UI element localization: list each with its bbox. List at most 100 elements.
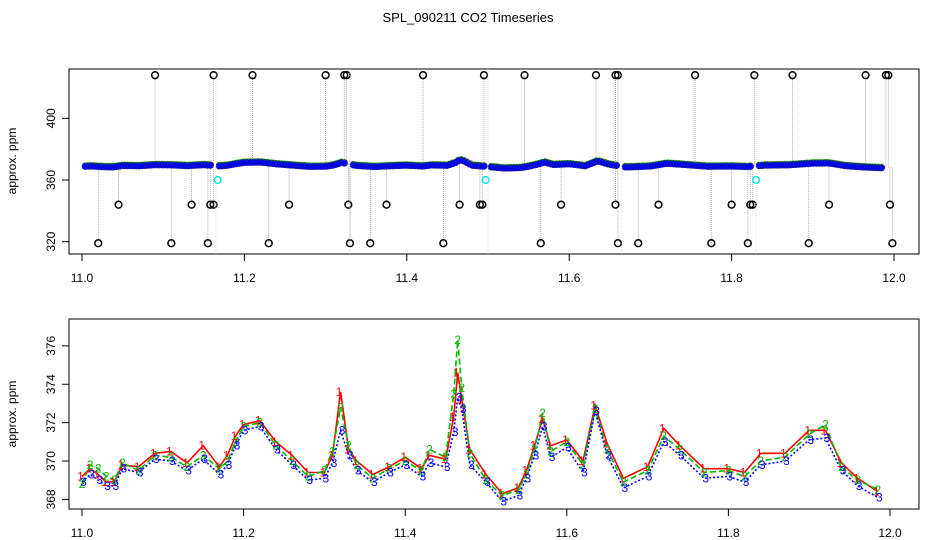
- series-3-marker: 3: [525, 471, 532, 485]
- bottom-x-tick-label: 12.0: [878, 526, 902, 540]
- series-3-marker: 3: [306, 473, 313, 487]
- series-3-marker: 3: [727, 469, 734, 483]
- series-3-marker: 3: [347, 448, 354, 462]
- series-1-marker: 1: [215, 460, 222, 474]
- series-2-marker: 2: [875, 483, 882, 497]
- series-3-marker: 3: [876, 490, 883, 504]
- series-2-marker: 2: [111, 473, 118, 487]
- series-3-marker: 3: [355, 464, 362, 478]
- series-3-marker: 3: [622, 481, 629, 495]
- series-3-marker: 3: [331, 456, 338, 470]
- series-1-marker: 1: [675, 439, 682, 453]
- series-2-marker: 2: [604, 443, 611, 457]
- series-2-marker: 2: [151, 448, 158, 462]
- series-1-marker: 1: [271, 435, 278, 449]
- top-outlier-point: [520, 71, 529, 80]
- series-3-marker: 3: [96, 473, 103, 487]
- top-outlier-point: [114, 200, 123, 209]
- series-3-marker: 3: [783, 454, 790, 468]
- series-2-marker: 2: [563, 435, 570, 449]
- series-1-marker: 1: [497, 487, 504, 501]
- series-1-marker: 1: [101, 475, 108, 489]
- series-3-marker: 3: [137, 466, 144, 480]
- bottom-y-axis-label: approx. ppm: [5, 381, 19, 448]
- top-point-3: [746, 162, 754, 170]
- top-outlier-point: [824, 200, 834, 209]
- bottom-x-tick-label: 11.4: [394, 526, 417, 540]
- series-2-marker: 2: [822, 418, 829, 432]
- series-1-marker: 1: [336, 385, 343, 399]
- series-1-marker: 1: [166, 444, 173, 458]
- series-2-marker: 2: [79, 477, 86, 491]
- series-3-marker: 3: [80, 475, 87, 489]
- series-3-marker: 3: [88, 467, 95, 481]
- series-3-marker: 3: [593, 404, 600, 418]
- top-outlier-point: [321, 71, 330, 80]
- top-outlier-point: [206, 200, 215, 209]
- series-2-marker: 2: [426, 443, 433, 457]
- series-3-marker: 3: [678, 448, 685, 462]
- series-2-marker: 2: [232, 435, 239, 449]
- series-2-marker: 2: [200, 448, 207, 462]
- series-1-marker: 1: [643, 460, 650, 474]
- series-2-marker: 2: [119, 456, 126, 470]
- bottom-y-tick-label: 372: [44, 412, 58, 432]
- series-3-marker: 3: [339, 423, 346, 437]
- top-outlier-point: [881, 71, 891, 80]
- series-2-marker: 2: [644, 464, 651, 478]
- series-1-marker: 1: [255, 414, 262, 428]
- series-3-marker: 3: [218, 467, 225, 481]
- bottom-y-tick-label: 368: [44, 489, 58, 509]
- series-1-marker: 1: [756, 446, 763, 460]
- series-1-marker: 1: [513, 481, 520, 495]
- series-1-marker: 1: [93, 467, 100, 481]
- top-outlier-point: [203, 239, 213, 248]
- top-outlier-point: [727, 200, 736, 209]
- series-3-marker: 3: [121, 462, 128, 476]
- series-1-marker: 1: [780, 446, 787, 460]
- series-1-marker: 1: [602, 437, 609, 451]
- bottom-x-tick-label: 11.6: [556, 526, 579, 540]
- series-2-marker: 2: [806, 427, 813, 441]
- top-flagged-point: [481, 175, 490, 185]
- series-2-marker: 2: [216, 462, 223, 476]
- series-1-marker: 1: [804, 423, 811, 437]
- series-3-marker: 3: [169, 454, 176, 468]
- series-2-marker: 2: [660, 429, 667, 443]
- series-1-marker: 1: [150, 446, 157, 460]
- series-1-marker: 1: [425, 448, 432, 462]
- series-3-marker: 3: [371, 475, 378, 489]
- top-outlier-point: [478, 200, 487, 209]
- top-outlier-point: [611, 200, 620, 209]
- top-outlier-point: [613, 71, 623, 80]
- series-3-marker: 3: [646, 469, 653, 483]
- bottom-axes: 11.0 11.2 11.4 11.6 11.8 12.0 368 370 372 374 376: [44, 336, 902, 540]
- bottom-plot-frame: [68, 318, 920, 510]
- series-2-line: [81, 340, 879, 497]
- series-1-marker: 1: [239, 418, 246, 432]
- series-1-marker: 1: [821, 423, 828, 437]
- series-1-marker: 1: [77, 469, 84, 483]
- series-3-marker: 3: [456, 391, 463, 405]
- series-1-marker: 1: [481, 467, 488, 481]
- top-outlier-point: [209, 200, 218, 209]
- series-3-marker: 3: [403, 458, 410, 472]
- series-3-marker: 3: [234, 439, 241, 453]
- series-3-marker: 3: [824, 431, 831, 445]
- series-3-marker: 3: [807, 433, 814, 447]
- top-outlier-point: [556, 200, 566, 209]
- series-2-marker: 2: [539, 406, 546, 420]
- series-1-marker: 1: [384, 460, 391, 474]
- series-1-marker: 1: [134, 460, 141, 474]
- top-outlier-point: [888, 239, 897, 248]
- series-2-marker: 2: [620, 475, 627, 489]
- series-2-marker: 2: [701, 466, 708, 480]
- top-outlier-point: [439, 239, 448, 248]
- series-2-marker: 2: [402, 454, 409, 468]
- series-2-marker: 2: [741, 469, 748, 483]
- top-x-tick-label: 11.2: [233, 271, 256, 285]
- series-2-marker: 2: [466, 446, 473, 460]
- series-3-marker: 3: [484, 475, 491, 489]
- top-point-3: [206, 161, 214, 169]
